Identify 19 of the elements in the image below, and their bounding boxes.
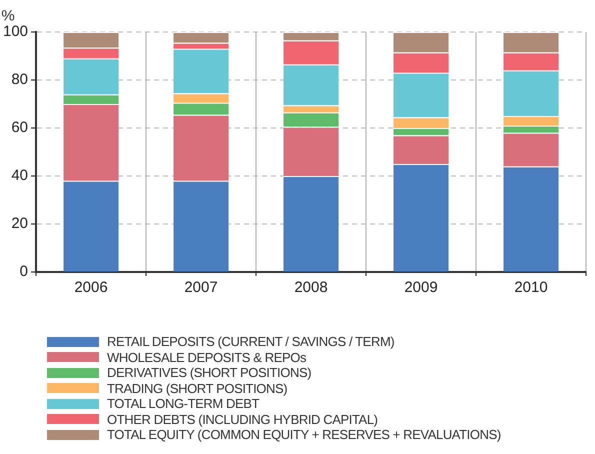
y-tick-label: 40 xyxy=(11,167,28,184)
x-tick-label: 2010 xyxy=(514,279,548,296)
legend-label: TOTAL EQUITY (COMMON EQUITY + RESERVES + REVALUATIONS) xyxy=(107,427,501,442)
y-tick-label: 100 xyxy=(2,23,28,40)
legend-label: WHOLESALE DEPOSITS & REPOs xyxy=(107,350,306,365)
y-tick-label: 0 xyxy=(20,263,28,280)
legend-label: TRADING (SHORT POSITIONS) xyxy=(107,380,288,396)
legend-label: DERIVATIVES (SHORT POSITIONS) xyxy=(107,365,312,380)
x-tick-label: 2006 xyxy=(74,279,108,296)
legend-label: TOTAL LONG-TERM DEBT xyxy=(107,396,260,412)
x-tick-label: 2009 xyxy=(404,279,438,296)
y-tick-label: 20 xyxy=(11,215,28,232)
y-axis-title: % xyxy=(1,8,15,25)
x-tick-label: 2007 xyxy=(184,279,218,296)
x-tick-label: 2008 xyxy=(294,279,328,296)
y-tick-label: 80 xyxy=(11,71,28,88)
legend-label: RETAIL DEPOSITS (CURRENT / SAVINGS / TERM) xyxy=(107,334,394,350)
y-tick-label: 60 xyxy=(11,119,28,136)
legend-label: OTHER DEBTS (INCLUDING HYBRID CAPITAL) xyxy=(107,412,378,427)
